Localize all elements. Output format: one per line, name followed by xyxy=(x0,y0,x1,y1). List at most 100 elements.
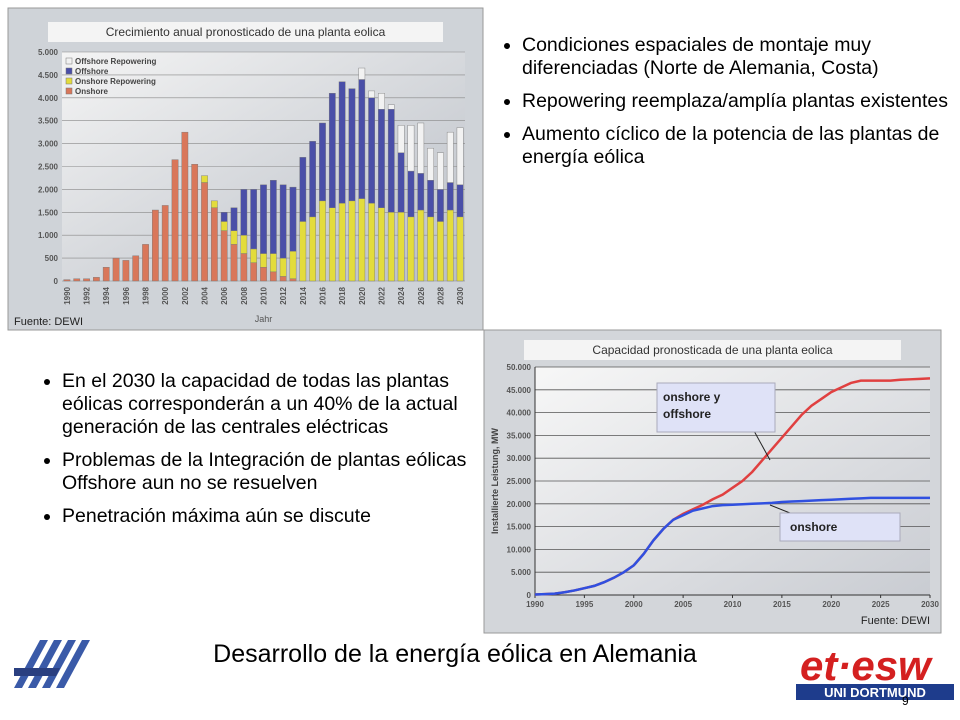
source: Fuente: DEWI xyxy=(861,615,930,627)
bar-segment xyxy=(456,184,464,218)
bullet-list: Condiciones espaciales de montaje muy di… xyxy=(500,34,952,179)
bar-segment xyxy=(387,109,395,213)
x-tick-label: 2014 xyxy=(299,286,308,304)
y-tick-label: 3.500 xyxy=(38,117,59,126)
bar-segment xyxy=(83,278,90,282)
y-tick-label: 3.000 xyxy=(38,140,59,149)
y-tick-label: 500 xyxy=(45,254,59,263)
bar-segment xyxy=(446,209,454,282)
bar-segment xyxy=(378,207,385,282)
bar-segment xyxy=(456,127,464,186)
bar-segment xyxy=(142,244,149,282)
bar-segment xyxy=(387,212,395,282)
logo-banner xyxy=(796,684,954,700)
logo-left xyxy=(14,640,90,688)
legend-swatch xyxy=(65,87,73,95)
bar-segment xyxy=(358,79,366,199)
bullet: Problemas de la Integración de plantas e… xyxy=(62,449,502,495)
source: Fuente: DEWI xyxy=(14,316,83,328)
bar-segment xyxy=(211,207,218,282)
bullet: Condiciones espaciales de montaje muy di… xyxy=(522,34,952,80)
bar-segment xyxy=(112,257,120,282)
line-series xyxy=(534,496,930,596)
bar-segment xyxy=(309,216,316,282)
bullet: Penetración máxima aún se discute xyxy=(62,505,502,528)
bar-segment xyxy=(417,209,425,282)
chart-title: Crecimiento anual pronosticado de una pl… xyxy=(106,25,386,39)
bar-segment xyxy=(230,230,238,245)
y-tick-label: 4.500 xyxy=(38,71,59,80)
bar-segment xyxy=(220,230,228,282)
x-tick-label: 2004 xyxy=(201,286,210,304)
bar-segment xyxy=(220,212,228,222)
bar-segment xyxy=(279,276,287,282)
x-tick-label: 2012 xyxy=(279,286,288,304)
bar-segment xyxy=(132,255,140,282)
bar-segment xyxy=(93,277,100,282)
x-tick-label: 2022 xyxy=(377,286,386,304)
bar-segment xyxy=(191,164,199,282)
bar-segment xyxy=(437,221,444,282)
bar-segment xyxy=(250,189,258,250)
legend-label: Onshore Repowering xyxy=(75,77,156,86)
annotation-line: onshore y xyxy=(663,390,721,404)
bar-segment xyxy=(309,141,316,218)
x-tick-label: 1992 xyxy=(83,286,92,304)
y-tick-label: 5.000 xyxy=(511,568,532,577)
bar-segment xyxy=(201,182,208,282)
bar-segment xyxy=(181,131,189,282)
bar-segment xyxy=(289,251,297,279)
x-tick-label: 1994 xyxy=(102,286,111,304)
bar-segment xyxy=(427,216,434,282)
bar-segment xyxy=(230,244,238,282)
y-tick-label: 45.000 xyxy=(507,386,532,395)
bar-segment xyxy=(417,173,425,211)
slide-title: Desarrollo de la energía eólica en Alema… xyxy=(213,640,697,668)
bar-segment xyxy=(446,131,454,183)
bar-segment xyxy=(427,147,434,181)
bar-segment xyxy=(437,152,444,190)
y-tick-label: 50.000 xyxy=(507,363,532,372)
y-tick-label: 0 xyxy=(527,591,532,600)
legend-label: Offshore Repowering xyxy=(75,57,156,66)
x-tick-label: 1995 xyxy=(575,600,593,609)
logo-sub: UNI DORTMUND xyxy=(824,685,926,700)
bar-segment xyxy=(368,97,375,204)
page-number: 9 xyxy=(902,694,909,708)
bar-segment xyxy=(250,262,258,282)
bar-segment xyxy=(358,67,366,80)
y-axis-label: Installierte Leistung, MW xyxy=(490,427,500,534)
y-tick-label: 15.000 xyxy=(507,523,532,532)
annotation-line: offshore xyxy=(663,407,711,421)
bullet: En el 2030 la capacidad de todas las pla… xyxy=(62,370,502,439)
bar-segment xyxy=(289,278,297,282)
y-tick-label: 35.000 xyxy=(507,431,532,440)
bar-segment xyxy=(338,81,346,204)
bar-segment xyxy=(407,170,415,218)
x-tick-label: 2018 xyxy=(338,286,347,304)
y-tick-label: 2.000 xyxy=(38,185,59,194)
x-tick-label: 2005 xyxy=(674,600,692,609)
bar-segment xyxy=(269,271,277,282)
annotation: onshore xyxy=(790,520,838,534)
bar-segment xyxy=(319,122,326,202)
x-tick-label: 2026 xyxy=(417,286,426,304)
y-tick-label: 20.000 xyxy=(507,500,532,509)
x-tick-label: 2000 xyxy=(161,286,170,304)
bar-segment xyxy=(260,253,267,268)
annotation-pointer xyxy=(769,504,791,514)
legend-swatch xyxy=(65,57,73,65)
bar-segment xyxy=(427,180,434,218)
bar-segment xyxy=(63,279,71,282)
bar-segment xyxy=(319,200,326,282)
y-tick-label: 4.000 xyxy=(38,94,59,103)
bar-segment xyxy=(230,207,238,231)
y-tick-label: 1.500 xyxy=(38,208,59,217)
bar-segment xyxy=(260,184,267,254)
x-tick-label: 2006 xyxy=(220,286,229,304)
bar-segment xyxy=(299,221,307,282)
bar-segment xyxy=(407,125,415,172)
logo-main: et·esw xyxy=(800,642,933,689)
